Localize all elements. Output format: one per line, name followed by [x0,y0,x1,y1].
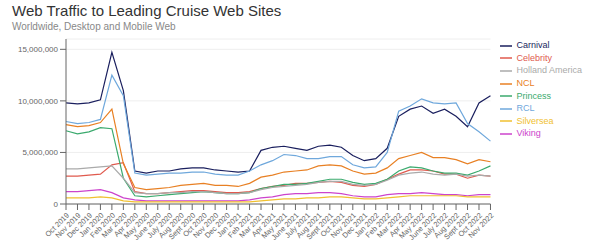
svg-text:Nov 2022: Nov 2022 [467,211,496,240]
svg-text:Dec 2020: Dec 2020 [202,210,232,240]
svg-text:Mar 2020: Mar 2020 [99,210,129,240]
svg-text:Oct 2020: Oct 2020 [181,210,209,239]
svg-text:Aug 2021: Aug 2021 [294,210,324,240]
svg-text:July 2022: July 2022 [420,210,450,240]
svg-text:Sept 2022: Sept 2022 [442,210,473,242]
svg-text:May 2021: May 2021 [259,210,290,241]
html-text:Celebrity: Celebrity [516,52,552,63]
svg-text:0: 0 [54,200,59,209]
svg-text:15,000,000: 15,000,000 [18,45,59,54]
svg-text:Jan 2021: Jan 2021 [215,210,244,239]
svg-text:Sept 2021: Sept 2021 [304,210,335,242]
svg-text:June 2022: June 2022 [407,210,439,242]
svg-text:July 2021: July 2021 [283,210,313,240]
html-text:Web Traffic to Leading Cruise: Web Traffic to Leading Cruise Web Sites [12,2,282,19]
svg-text:Mar 2021: Mar 2021 [237,210,267,240]
svg-text:June 2020: June 2020 [131,210,163,242]
svg-text:Aug 2020: Aug 2020 [156,210,186,240]
html-text:Carnival: Carnival [516,40,550,50]
svg-text:May 2022: May 2022 [397,210,427,241]
svg-text:5,000,000: 5,000,000 [22,148,58,157]
html-text:RCL: RCL [516,103,535,114]
svg-text:Apr 2021: Apr 2021 [249,210,278,239]
svg-text:Dec 2019: Dec 2019 [65,210,95,240]
svg-text:Nov 2019: Nov 2019 [53,210,83,240]
svg-text:Oct 2022: Oct 2022 [456,210,485,239]
svg-text:June 2021: June 2021 [269,210,301,242]
html-text:Silversea: Silversea [516,115,554,126]
html-text:Princess: Princess [516,90,551,101]
svg-text:Feb 2021: Feb 2021 [226,210,255,240]
svg-text:Jan 2020: Jan 2020 [77,210,106,239]
svg-text:Nov 2021: Nov 2021 [328,210,358,240]
svg-text:Jan 2022: Jan 2022 [352,210,381,239]
svg-text:July 2020: July 2020 [145,210,175,240]
svg-text:Aug 2022: Aug 2022 [432,210,462,240]
svg-text:May 2020: May 2020 [121,210,152,241]
svg-text:10,000,000: 10,000,000 [18,97,59,106]
html-text:Holland America: Holland America [516,65,582,76]
html-text:Viking: Viking [516,128,541,139]
svg-text:Nov 2020: Nov 2020 [191,210,221,240]
svg-text:Oct 2021: Oct 2021 [318,210,347,239]
svg-text:Mar 2022: Mar 2022 [375,210,404,240]
svg-text:Apr 2022: Apr 2022 [387,210,416,239]
html-text:NCL: NCL [516,77,535,88]
svg-text:Sept 2020: Sept 2020 [166,210,198,242]
svg-text:Apr 2020: Apr 2020 [112,210,140,239]
svg-text:Oct 2019: Oct 2019 [43,210,72,239]
svg-text:Feb 2020: Feb 2020 [88,210,118,240]
svg-text:Feb 2022: Feb 2022 [363,210,393,240]
svg-text:Dec 2021: Dec 2021 [340,210,370,240]
html-text:Worldwide, Desktop and Mobile: Worldwide, Desktop and Mobile Web [12,21,176,32]
